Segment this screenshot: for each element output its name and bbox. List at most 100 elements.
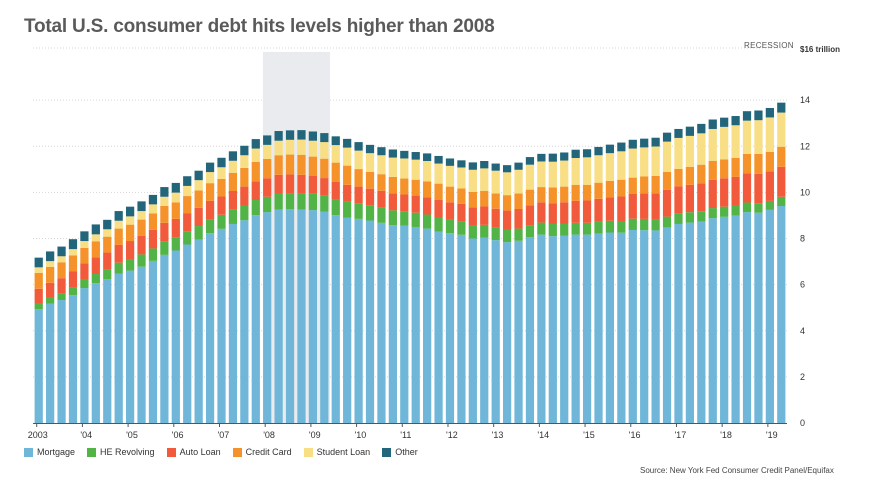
- legend-label: Credit Card: [245, 447, 292, 457]
- x-tick-label: '10: [355, 430, 367, 440]
- bar-segment-auto-loan: [308, 176, 318, 194]
- bar-segment-other: [285, 130, 295, 140]
- bar-segment-mortgage: [605, 232, 615, 423]
- bar-segment-auto-loan: [171, 218, 180, 238]
- bar-segment-auto-loan: [754, 173, 763, 204]
- bar-segment-other: [263, 135, 272, 145]
- bar-segment-auto-loan: [365, 188, 375, 206]
- bar-segment-he-revolving: [160, 241, 169, 255]
- x-tick-label: '05: [126, 430, 138, 440]
- bar-segment-other: [777, 102, 786, 113]
- bar-segment-mortgage: [160, 254, 169, 423]
- bar-segment-auto-loan: [685, 184, 695, 213]
- bar-segment-student-loan: [308, 140, 318, 157]
- bar-segment-mortgage: [457, 234, 466, 423]
- bar-segment-he-revolving: [662, 216, 672, 228]
- bar-segment-auto-loan: [388, 193, 397, 211]
- bar-segment-student-loan: [194, 180, 203, 191]
- bar-segment-other: [457, 160, 466, 168]
- bar-segment-auto-loan: [68, 271, 78, 288]
- bar-segment-auto-loan: [263, 178, 272, 197]
- bar-segment-student-loan: [468, 169, 477, 192]
- bar-segment-he-revolving: [411, 212, 420, 227]
- bar-segment-he-revolving: [605, 220, 615, 233]
- bar-segment-he-revolving: [377, 207, 386, 223]
- bar-segment-he-revolving: [205, 219, 215, 234]
- bar-segment-other: [434, 155, 443, 164]
- bar-segment-auto-loan: [651, 193, 660, 220]
- bar-segment-student-loan: [685, 135, 695, 167]
- bar-segment-auto-loan: [91, 257, 100, 275]
- legend-swatch: [87, 447, 97, 457]
- bar-segment-auto-loan: [148, 229, 158, 249]
- bar-segment-student-loan: [525, 164, 535, 190]
- bar-segment-other: [297, 130, 306, 140]
- bar-segment-he-revolving: [297, 193, 306, 210]
- bar-segment-mortgage: [251, 215, 260, 423]
- bar-segment-student-loan: [103, 229, 112, 237]
- bar-segment-he-revolving: [765, 200, 774, 210]
- legend-item-credit-card: Credit Card: [232, 447, 292, 457]
- bar-segment-credit-card: [651, 176, 660, 194]
- bar-segment-credit-card: [605, 180, 615, 198]
- gridlines: [33, 47, 787, 378]
- bar-segment-student-loan: [388, 157, 397, 177]
- bar-segment-he-revolving: [651, 219, 660, 231]
- bar-segment-he-revolving: [423, 214, 432, 229]
- bar-segment-credit-card: [57, 262, 66, 279]
- bar-segment-other: [445, 158, 455, 166]
- bar-segment-student-loan: [80, 241, 89, 248]
- bar-segment-mortgage: [354, 218, 363, 423]
- x-tick-label: '14: [537, 430, 549, 440]
- bar-segment-mortgage: [617, 232, 626, 423]
- bar-segment-he-revolving: [274, 193, 283, 210]
- bar-segment-auto-loan: [468, 207, 477, 226]
- bar-segment-student-loan: [765, 117, 774, 152]
- bar-segment-auto-loan: [605, 197, 615, 221]
- legend-item-auto-loan: Auto Loan: [166, 447, 221, 457]
- bar-segment-auto-loan: [777, 166, 786, 197]
- bar-segment-he-revolving: [731, 205, 740, 216]
- bar-segment-mortgage: [80, 288, 89, 423]
- bar-segment-mortgage: [434, 231, 443, 423]
- x-tick-label: '08: [263, 430, 275, 440]
- legend-item-mortgage: Mortgage: [24, 447, 75, 457]
- bar-segment-mortgage: [491, 240, 500, 423]
- bar-segment-credit-card: [68, 255, 78, 272]
- bar-segment-auto-loan: [217, 196, 226, 215]
- bar-segment-other: [377, 147, 386, 156]
- bar-segment-credit-card: [674, 168, 683, 187]
- bar-segment-credit-card: [91, 241, 100, 258]
- bar-segment-credit-card: [217, 179, 226, 197]
- bar-segment-mortgage: [365, 220, 375, 423]
- bar-segment-credit-card: [46, 266, 55, 283]
- bar-segment-auto-loan: [537, 202, 546, 223]
- legend-label: Mortgage: [37, 447, 76, 457]
- bar-segment-auto-loan: [491, 208, 500, 228]
- bar-segment-mortgage: [205, 233, 215, 423]
- bar-segment-he-revolving: [228, 209, 238, 224]
- bar-segment-auto-loan: [617, 196, 626, 221]
- bar-segment-mortgage: [137, 266, 146, 423]
- bar-segment-other: [114, 211, 123, 221]
- bar-segment-auto-loan: [594, 198, 603, 222]
- bar-segment-student-loan: [114, 220, 123, 229]
- bar-segment-student-loan: [742, 120, 752, 154]
- bar-segment-mortgage: [480, 237, 489, 423]
- bar-segment-mortgage: [194, 239, 203, 423]
- bar-segment-mortgage: [411, 226, 420, 423]
- bar-segment-he-revolving: [400, 211, 409, 226]
- bar-segment-other: [148, 194, 158, 205]
- bar-segment-credit-card: [720, 159, 729, 179]
- bar-segment-other: [354, 142, 363, 151]
- bar-segment-credit-card: [445, 186, 455, 203]
- bar-segment-credit-card: [582, 184, 592, 201]
- bar-segment-other: [80, 231, 89, 242]
- bar-segment-he-revolving: [343, 201, 352, 218]
- bar-segment-student-loan: [640, 147, 649, 177]
- bar-segment-auto-loan: [560, 202, 569, 224]
- bar-segment-other: [502, 165, 512, 173]
- x-tick-label: '04: [80, 430, 92, 440]
- legend-swatch: [232, 447, 242, 457]
- bar-segment-auto-loan: [183, 213, 192, 232]
